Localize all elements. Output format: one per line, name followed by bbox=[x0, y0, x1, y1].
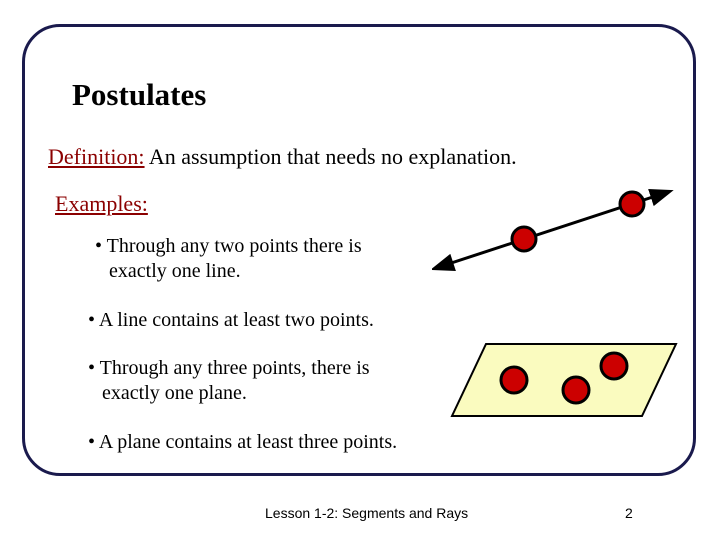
bullet-3-line2: exactly one plane. bbox=[88, 381, 428, 406]
bullet-2: • A line contains at least two points. bbox=[88, 308, 448, 333]
definition-label: Definition: bbox=[48, 144, 145, 169]
footer-page: 2 bbox=[625, 505, 633, 521]
bullet-1: • Through any two points there is exactl… bbox=[95, 234, 425, 284]
slide-content: Postulates Definition: An assumption tha… bbox=[0, 0, 720, 540]
definition-line: Definition: An assumption that needs no … bbox=[48, 144, 517, 170]
plane-svg bbox=[450, 336, 680, 424]
definition-text: An assumption that needs no explanation. bbox=[145, 144, 517, 169]
bullet-4: • A plane contains at least three points… bbox=[88, 430, 458, 455]
bullet-3: • Through any three points, there is exa… bbox=[88, 356, 428, 406]
line-svg bbox=[432, 182, 677, 280]
examples-label: Examples: bbox=[55, 191, 148, 217]
slide-title: Postulates bbox=[72, 77, 206, 113]
bullet-3-line1: • Through any three points, there is bbox=[88, 357, 370, 379]
bullet-1-line1: • Through any two points there is bbox=[95, 235, 362, 257]
line-diagram bbox=[432, 182, 677, 280]
footer-lesson: Lesson 1-2: Segments and Rays bbox=[265, 505, 468, 521]
plane-diagram bbox=[450, 336, 680, 424]
bullet-1-line2: exactly one line. bbox=[95, 259, 425, 284]
